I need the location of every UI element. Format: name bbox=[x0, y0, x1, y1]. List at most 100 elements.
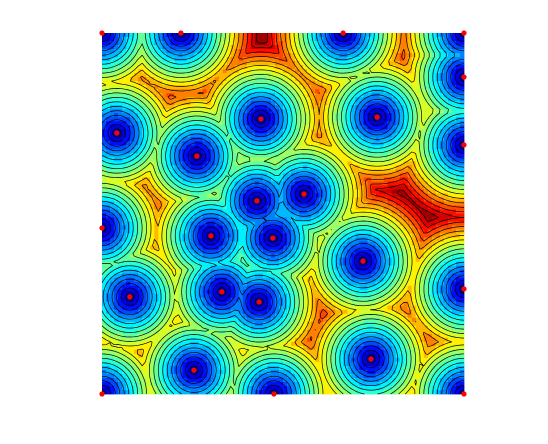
contour-cell bbox=[435, 41, 441, 46]
contour-cell bbox=[351, 109, 356, 114]
contour-cell bbox=[266, 97, 272, 102]
contour-cell bbox=[234, 53, 240, 58]
contour-cell bbox=[311, 93, 316, 98]
contour-cell bbox=[307, 37, 312, 42]
contour-cell bbox=[355, 221, 360, 226]
contour-cell bbox=[150, 101, 155, 106]
contour-cell bbox=[210, 197, 216, 202]
contour-cell bbox=[343, 37, 348, 42]
contour-cell bbox=[242, 41, 248, 46]
contour-cell bbox=[170, 85, 175, 90]
contour-cell bbox=[375, 173, 380, 178]
contour-cell bbox=[295, 81, 300, 86]
contour-cell bbox=[158, 153, 163, 158]
contour-cell bbox=[455, 65, 461, 70]
contour-cell bbox=[170, 137, 175, 142]
contour-cell bbox=[222, 201, 228, 206]
contour-cell bbox=[198, 65, 203, 70]
contour-cell bbox=[150, 85, 155, 90]
contour-cell bbox=[351, 77, 356, 82]
contour-cell bbox=[327, 217, 332, 222]
contour-cell bbox=[331, 85, 336, 90]
contour-cell bbox=[403, 249, 409, 255]
contour-cell bbox=[435, 89, 441, 94]
contour-cell bbox=[230, 149, 236, 154]
contour-cell bbox=[126, 121, 131, 126]
contour-cell bbox=[435, 45, 441, 50]
contour-cell bbox=[194, 113, 199, 118]
contour-cell bbox=[319, 33, 324, 38]
contour-cell bbox=[266, 53, 272, 58]
contour-cell bbox=[371, 189, 376, 194]
contour-cell bbox=[266, 197, 272, 202]
contour-cell bbox=[323, 41, 328, 46]
contour-cell bbox=[194, 41, 199, 46]
contour-cell bbox=[218, 193, 224, 198]
contour-cell bbox=[291, 33, 296, 38]
contour-cell bbox=[246, 205, 252, 210]
contour-cell bbox=[363, 105, 368, 110]
contour-cell bbox=[222, 73, 228, 78]
contour-cell bbox=[347, 45, 352, 50]
contour-cell bbox=[162, 201, 167, 206]
contour-cell bbox=[278, 165, 284, 170]
contour-cell bbox=[359, 77, 364, 82]
contour-cell bbox=[218, 93, 224, 98]
contour-cell bbox=[142, 77, 147, 82]
contour-cell bbox=[283, 53, 288, 58]
contour-cell bbox=[262, 61, 268, 66]
contour-cell bbox=[206, 81, 211, 86]
contour-cell bbox=[431, 97, 437, 102]
contour-cell bbox=[323, 65, 328, 70]
contour-cell bbox=[110, 57, 115, 62]
contour-cell bbox=[142, 105, 147, 110]
contour-cell bbox=[311, 57, 316, 62]
contour-cell bbox=[266, 45, 272, 50]
contour-cell bbox=[451, 85, 457, 90]
contour-cell bbox=[399, 41, 405, 46]
contour-cell bbox=[331, 53, 336, 58]
contour-cell bbox=[347, 41, 352, 46]
contour-cell bbox=[278, 49, 284, 54]
contour-cell bbox=[194, 81, 199, 86]
contour-cell bbox=[303, 77, 308, 82]
contour-cell bbox=[186, 77, 191, 82]
contour-cell bbox=[206, 93, 211, 98]
contour-cell bbox=[158, 149, 163, 154]
contour-cell bbox=[154, 77, 159, 82]
contour-cell bbox=[287, 177, 292, 182]
contour-cell bbox=[419, 77, 425, 82]
contour-cell bbox=[291, 49, 296, 54]
contour-cell bbox=[451, 109, 457, 114]
contour-cell bbox=[351, 81, 356, 86]
contour-cell bbox=[238, 41, 244, 46]
contour-cell bbox=[126, 53, 131, 58]
contour-cell bbox=[166, 113, 171, 118]
contour-cell bbox=[198, 113, 203, 118]
contour-cell bbox=[403, 93, 409, 98]
contour-cell bbox=[190, 45, 195, 50]
contour-cell bbox=[138, 53, 143, 58]
contour-cell bbox=[158, 89, 163, 94]
contour-cell bbox=[138, 77, 143, 82]
contour-cell bbox=[311, 97, 316, 102]
contour-cell bbox=[114, 121, 119, 126]
contour-cell bbox=[407, 81, 413, 86]
contour-cell bbox=[283, 209, 288, 214]
contour-cell bbox=[351, 37, 356, 42]
contour-cell bbox=[431, 137, 437, 142]
contour-cell bbox=[347, 73, 352, 78]
contour-cell bbox=[307, 57, 312, 62]
contour-cell bbox=[230, 89, 236, 94]
contour-cell bbox=[258, 153, 264, 158]
contour-cell bbox=[419, 105, 425, 110]
contour-cell bbox=[363, 61, 368, 66]
contour-cell bbox=[182, 105, 187, 110]
contour-cell bbox=[335, 53, 340, 58]
contour-cell bbox=[295, 61, 300, 66]
contour-cell bbox=[287, 69, 292, 74]
contour-cell bbox=[210, 109, 216, 114]
contour-cell bbox=[455, 73, 461, 78]
contour-cell bbox=[270, 61, 276, 66]
contour-cell bbox=[274, 97, 280, 102]
